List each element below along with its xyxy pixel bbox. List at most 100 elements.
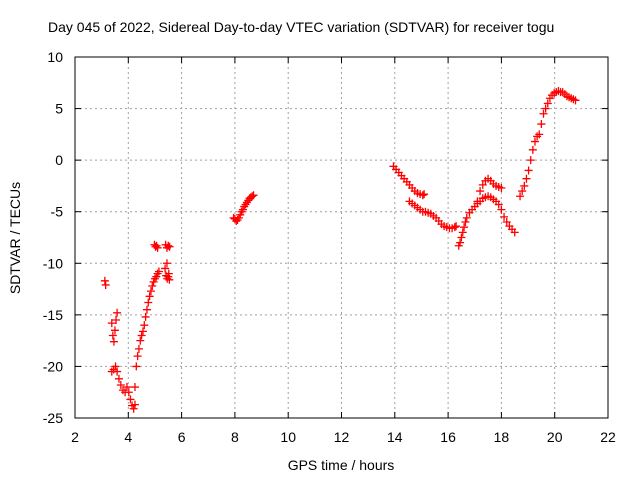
y-tick-label: -25 xyxy=(43,410,63,426)
data-point xyxy=(450,223,459,232)
data-point xyxy=(152,241,161,250)
data-point xyxy=(111,362,120,371)
data-point xyxy=(539,109,548,118)
data-point xyxy=(132,362,141,371)
data-point xyxy=(500,212,509,221)
x-tick-label: 12 xyxy=(334,429,350,445)
x-tick-label: 4 xyxy=(124,429,132,445)
data-point xyxy=(136,336,145,345)
data-point xyxy=(148,281,157,290)
data-point xyxy=(550,89,559,98)
data-point xyxy=(140,321,149,330)
data-point xyxy=(130,383,139,392)
data-point xyxy=(478,180,487,189)
data-point xyxy=(153,243,162,252)
data-point xyxy=(543,99,552,108)
y-axis-title: SDTVAR / TECUs xyxy=(7,182,23,294)
x-tick-label: 14 xyxy=(387,429,403,445)
data-point xyxy=(116,380,125,389)
data-point xyxy=(126,395,135,404)
data-point xyxy=(165,242,174,251)
x-tick-label: 6 xyxy=(178,429,186,445)
x-tick-label: 22 xyxy=(600,429,616,445)
data-point xyxy=(473,197,482,206)
data-point xyxy=(161,264,170,273)
data-point xyxy=(124,388,133,397)
data-point xyxy=(100,276,109,285)
data-point xyxy=(502,218,511,227)
data-point xyxy=(137,331,146,340)
chart-title: Day 045 of 2022, Sidereal Day-to-day VTE… xyxy=(48,19,554,35)
data-point xyxy=(533,132,542,141)
data-point xyxy=(164,241,173,250)
y-tick-label: 10 xyxy=(47,49,63,65)
data-point xyxy=(144,298,153,307)
tick-layer: 2 4 6 8 10 12 14 16 18 20 22 10 5 0 -5 -10 -15 -20 -25 xyxy=(43,49,616,445)
data-point xyxy=(113,308,122,317)
data-point xyxy=(476,187,485,196)
data-point xyxy=(522,174,531,183)
data-point xyxy=(107,319,116,328)
data-point xyxy=(146,287,155,296)
data-point xyxy=(520,181,529,190)
data-point xyxy=(510,228,519,237)
data-points xyxy=(100,87,580,413)
data-point xyxy=(461,218,470,227)
x-tick-label: 20 xyxy=(547,429,563,445)
data-point xyxy=(524,166,533,175)
data-point xyxy=(101,280,110,289)
data-point xyxy=(541,104,550,113)
data-point xyxy=(558,88,567,97)
data-point xyxy=(114,374,123,383)
data-point xyxy=(113,367,122,376)
data-point xyxy=(145,292,154,301)
data-point xyxy=(249,191,258,200)
data-point xyxy=(518,187,527,196)
y-tick-label: -10 xyxy=(43,255,63,271)
y-tick-label: -15 xyxy=(43,307,63,323)
y-tick-label: -5 xyxy=(51,204,64,220)
data-point xyxy=(460,223,469,232)
data-point xyxy=(151,242,160,251)
data-point xyxy=(452,222,461,231)
y-tick-label: 5 xyxy=(55,101,63,117)
data-point xyxy=(165,275,174,284)
data-point xyxy=(154,267,163,276)
grid-layer xyxy=(75,57,608,418)
data-point xyxy=(110,326,119,335)
data-point xyxy=(142,305,151,314)
y-tick-label: -20 xyxy=(43,358,63,374)
data-point xyxy=(112,316,121,325)
data-point xyxy=(141,312,150,321)
x-tick-label: 16 xyxy=(440,429,456,445)
data-point xyxy=(535,130,544,139)
data-point xyxy=(133,352,142,361)
data-point xyxy=(129,404,138,413)
data-point xyxy=(526,156,535,165)
data-point xyxy=(497,205,506,214)
x-tick-label: 8 xyxy=(231,429,239,445)
data-point xyxy=(497,183,506,192)
data-point xyxy=(122,383,131,392)
x-axis-title: GPS time / hours xyxy=(288,457,395,473)
data-point xyxy=(516,192,525,201)
y-tick-label: 0 xyxy=(55,152,63,168)
data-point xyxy=(108,331,117,340)
x-tick-label: 18 xyxy=(494,429,510,445)
data-point xyxy=(458,228,467,237)
data-point xyxy=(457,233,466,242)
x-tick-label: 2 xyxy=(71,429,79,445)
data-point xyxy=(571,96,580,105)
data-point xyxy=(418,191,427,200)
data-point xyxy=(537,120,546,129)
data-point xyxy=(162,259,171,268)
data-point xyxy=(530,137,539,146)
data-point xyxy=(134,344,143,353)
x-tick-label: 10 xyxy=(280,429,296,445)
data-point xyxy=(462,213,471,222)
data-point xyxy=(528,145,537,154)
data-point xyxy=(567,94,576,103)
data-point xyxy=(130,400,139,409)
data-point xyxy=(248,192,257,201)
